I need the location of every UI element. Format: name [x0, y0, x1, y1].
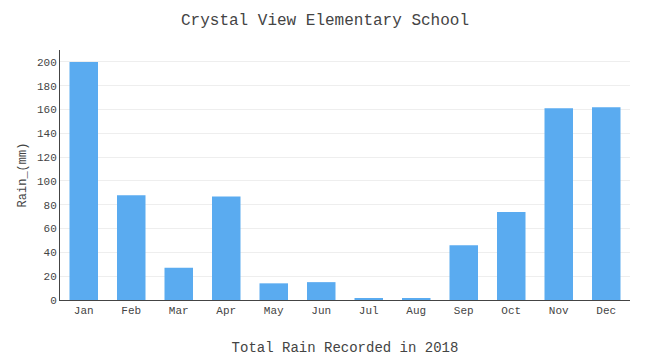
svg-text:120: 120: [37, 152, 57, 164]
svg-text:Mar: Mar: [169, 305, 189, 317]
svg-text:Total Rain Recorded in 2018: Total Rain Recorded in 2018: [232, 340, 459, 356]
svg-text:100: 100: [37, 176, 57, 188]
svg-text:140: 140: [37, 128, 57, 140]
svg-text:Apr: Apr: [216, 305, 236, 317]
svg-text:80: 80: [44, 200, 57, 212]
svg-text:Dec: Dec: [596, 305, 616, 317]
svg-text:Oct: Oct: [501, 305, 521, 317]
svg-text:20: 20: [44, 271, 57, 283]
svg-text:Rain_(mm): Rain_(mm): [16, 143, 30, 208]
svg-text:0: 0: [50, 295, 57, 307]
svg-text:Feb: Feb: [121, 305, 141, 317]
svg-text:160: 160: [37, 104, 57, 116]
svg-text:Sep: Sep: [454, 305, 474, 317]
svg-text:May: May: [264, 305, 284, 317]
svg-text:Jun: Jun: [311, 305, 331, 317]
svg-text:Nov: Nov: [549, 305, 569, 317]
svg-text:200: 200: [37, 57, 57, 69]
svg-text:60: 60: [44, 223, 57, 235]
svg-text:Jan: Jan: [74, 305, 94, 317]
svg-text:Crystal View Elementary School: Crystal View Elementary School: [181, 12, 469, 30]
svg-text:Aug: Aug: [406, 305, 426, 317]
svg-text:Jul: Jul: [359, 305, 379, 317]
svg-text:40: 40: [44, 247, 57, 259]
svg-text:180: 180: [37, 81, 57, 93]
